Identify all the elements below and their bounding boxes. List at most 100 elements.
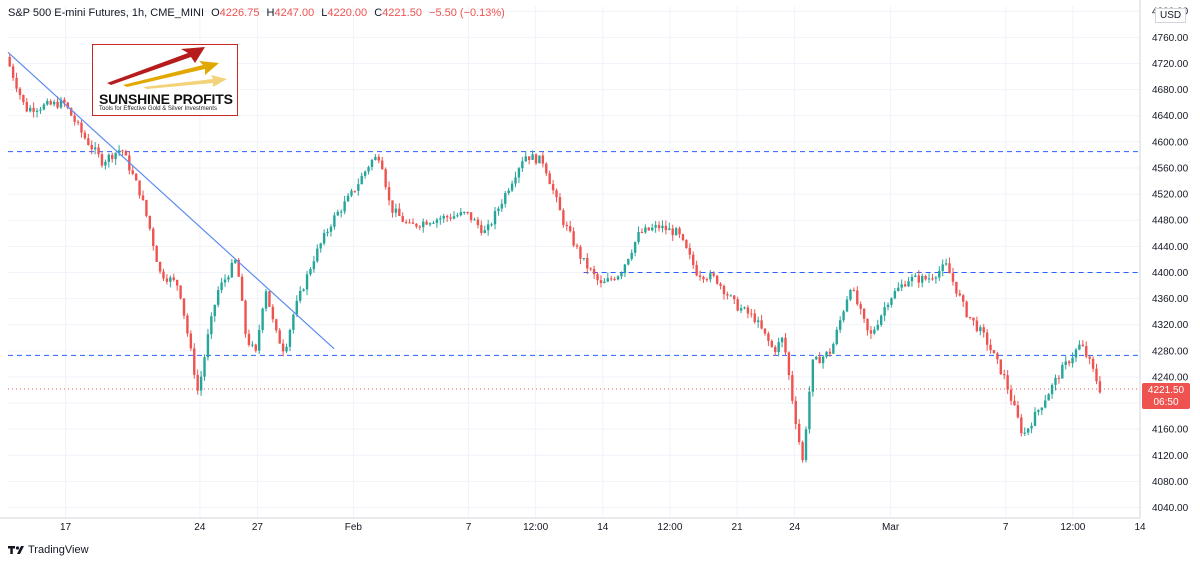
candle-body (770, 341, 774, 347)
candle-body (1020, 417, 1023, 434)
candle-body (134, 173, 138, 181)
candle-body (107, 154, 111, 162)
candle-body (165, 278, 169, 282)
candle-body (227, 277, 230, 280)
candle-body (712, 273, 715, 276)
candle-body (948, 263, 951, 274)
candle-body (476, 219, 480, 226)
candle-body (466, 212, 469, 214)
candle-body (551, 184, 555, 191)
time-tick-label: 21 (732, 522, 744, 533)
open-value: 4226.75 (219, 7, 260, 19)
candle-body (87, 138, 90, 145)
candle-body (1074, 349, 1078, 358)
candle-body (603, 281, 606, 284)
candle-body (309, 269, 312, 275)
candle-body (555, 190, 558, 198)
candle-body (743, 307, 746, 309)
candle-body (223, 279, 227, 283)
candle-body (100, 154, 104, 166)
candle-body (411, 222, 415, 224)
candle-body (890, 298, 893, 305)
candle-body (545, 163, 548, 174)
candle-body (32, 107, 35, 112)
candle-body (442, 216, 445, 219)
candle-body (244, 300, 247, 334)
candle-body (517, 168, 521, 178)
candle-body (230, 262, 234, 278)
candle-body (531, 154, 534, 160)
candle-body (664, 225, 668, 231)
candle-body (70, 107, 73, 116)
candle-body (261, 308, 264, 330)
candle-body (264, 291, 268, 309)
candle-body (951, 273, 955, 282)
currency-badge[interactable]: USD (1155, 8, 1187, 23)
candle-body (808, 391, 811, 430)
candle-body (835, 329, 838, 344)
candle-body (121, 150, 124, 152)
candle-body (377, 156, 381, 161)
candle-body (302, 289, 305, 291)
candle-body (722, 285, 726, 295)
candle-body (1023, 432, 1026, 434)
candle-body (989, 344, 992, 351)
candle-body (825, 351, 828, 357)
last-price-value: 4221.50 (1148, 385, 1185, 396)
candle-body (186, 315, 189, 334)
candle-body (268, 291, 271, 307)
high-value: 4247.00 (274, 7, 315, 19)
candle-body (46, 101, 49, 105)
candle-body (1061, 364, 1064, 379)
candle-body (1050, 384, 1054, 395)
time-tick-label: 12:00 (657, 522, 682, 533)
candle-body (452, 216, 456, 219)
candle-body (606, 278, 609, 282)
low-label: L (321, 7, 328, 19)
candle-body (729, 295, 733, 297)
candle-body (346, 195, 350, 202)
candle-body (931, 278, 934, 280)
candle-body (480, 225, 483, 233)
grid-layer (8, 6, 1141, 518)
candle-body (80, 122, 83, 133)
candle-body (1078, 344, 1081, 350)
high-label: H (266, 7, 275, 19)
candle-body (1013, 400, 1016, 406)
time-tick-label: 7 (466, 522, 472, 533)
candle-body (29, 107, 32, 112)
candle-body (336, 211, 339, 216)
candle-body (510, 183, 514, 191)
price-tick-label: 4720.00 (1152, 59, 1189, 70)
candle-body (1095, 368, 1098, 382)
candle-body (698, 275, 702, 277)
candle-body (158, 261, 162, 272)
candle-body (746, 307, 750, 314)
candle-body (582, 257, 586, 259)
candle-body (172, 277, 175, 280)
candle-body (538, 155, 541, 164)
candle-body (804, 429, 808, 461)
time-tick-label: Feb (345, 522, 363, 533)
candle-body (360, 175, 363, 185)
candle-body (907, 281, 910, 287)
tradingview-label: TradingView (28, 544, 89, 556)
candle-body (15, 77, 18, 89)
candle-body (845, 299, 849, 312)
candle-body (507, 190, 510, 194)
candle-body (1054, 377, 1057, 385)
candle-body (568, 226, 572, 232)
candle-body (473, 219, 476, 221)
candle-body (22, 94, 25, 103)
candle-body (903, 284, 907, 287)
candle-body (524, 156, 527, 162)
candle-body (958, 293, 961, 296)
tradingview-brand[interactable]: TradingView (8, 544, 89, 556)
candle-body (486, 224, 490, 231)
candle-body (900, 284, 903, 288)
candle-body (879, 315, 883, 325)
candle-body (927, 278, 931, 280)
candle-body (288, 329, 292, 347)
candle-body (883, 307, 886, 316)
